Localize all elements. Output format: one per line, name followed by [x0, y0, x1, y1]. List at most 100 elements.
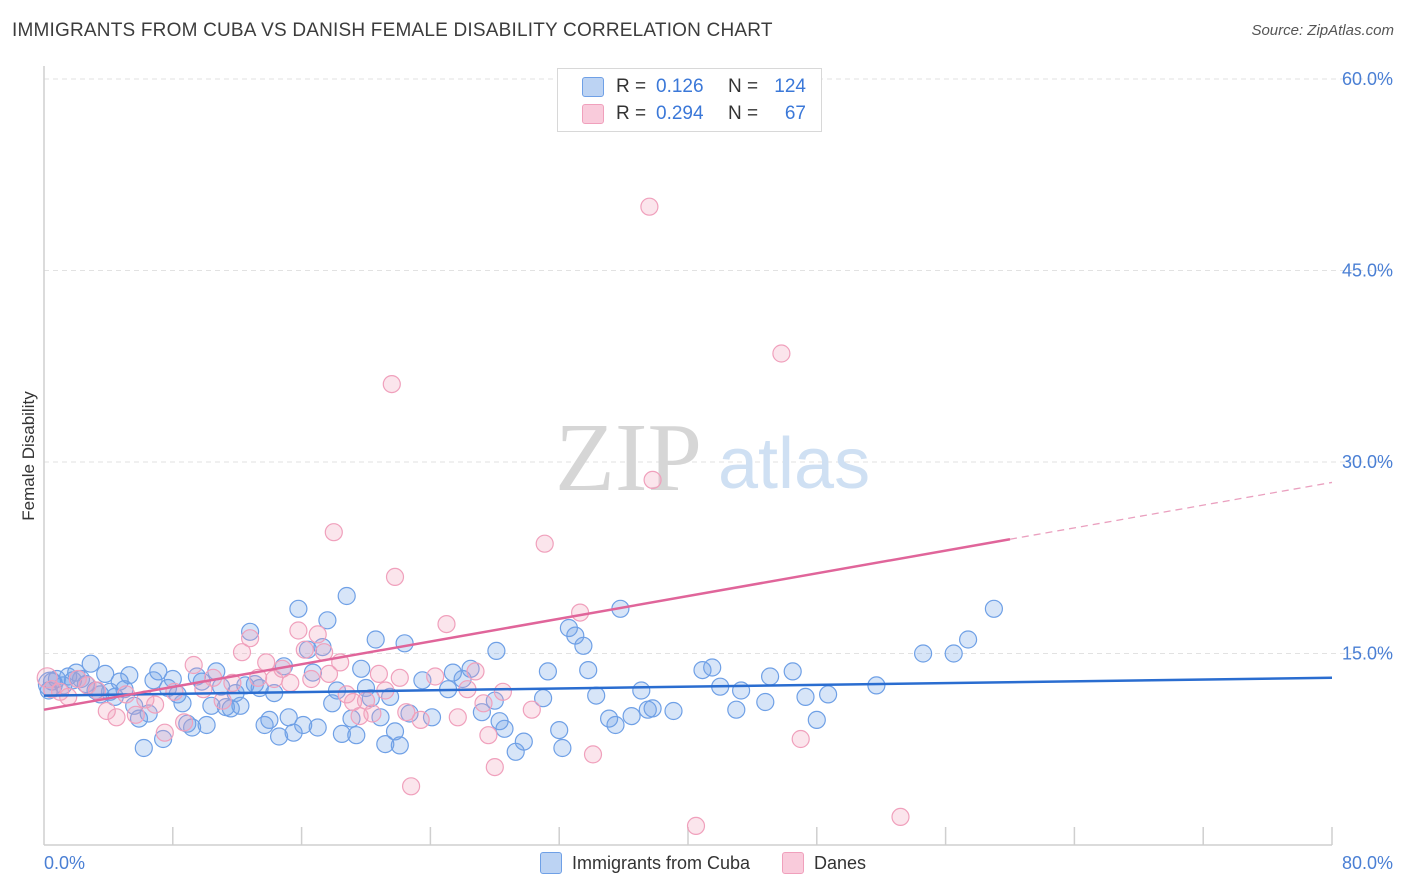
data-point [232, 643, 252, 662]
data-point [324, 523, 343, 542]
data-point [390, 736, 409, 755]
legend-swatch-danes [782, 852, 805, 874]
data-point [958, 630, 978, 649]
data-point [984, 599, 1004, 618]
watermark-zip: ZIP [555, 404, 702, 512]
x-tick-labels: 0.0% 80.0% [44, 853, 1393, 873]
y-axis-title: Female Disability [19, 391, 38, 521]
series-danes [36, 197, 910, 836]
y-tick-label: 60.0% [1342, 69, 1393, 89]
data-point [352, 659, 371, 678]
data-point [154, 729, 173, 749]
data-point [319, 664, 339, 684]
data-point [107, 708, 126, 727]
data-point [120, 666, 139, 685]
watermark-atlas: atlas [718, 424, 870, 504]
data-point [308, 625, 327, 644]
data-point [485, 757, 504, 777]
data-point [479, 726, 498, 745]
chart-source: Source: ZipAtlas.com [1251, 22, 1394, 39]
data-point [553, 738, 572, 758]
data-point [281, 673, 300, 693]
data-point [155, 723, 174, 742]
legend-label-cuba: Immigrants from Cuba [571, 852, 751, 873]
trend-line-danes [43, 538, 1011, 711]
data-point [664, 701, 683, 721]
legend-n-value: 67 [784, 103, 806, 124]
axes [43, 66, 1333, 846]
data-point [295, 640, 314, 659]
x-tick-label: 80.0% [1342, 853, 1393, 873]
data-point [522, 700, 541, 719]
data-point [495, 719, 514, 738]
data-point [87, 681, 107, 700]
data-point [466, 662, 485, 681]
data-point [443, 663, 462, 682]
data-point [686, 816, 706, 836]
data-point [376, 734, 395, 754]
data-point [437, 614, 456, 634]
data-point [643, 470, 662, 489]
data-point [426, 667, 445, 686]
data-point [640, 197, 659, 216]
data-point [944, 644, 963, 663]
trend-line-danes-extension [1009, 481, 1333, 540]
data-point [574, 636, 593, 655]
data-point [361, 689, 380, 708]
data-point [284, 723, 303, 742]
data-point [731, 681, 751, 700]
data-point [727, 700, 746, 719]
data-point [461, 659, 480, 678]
chart-title: IMMIGRANTS FROM CUBA VS DANISH FEMALE DI… [12, 20, 773, 41]
data-point [363, 704, 382, 723]
data-point [134, 738, 153, 758]
data-point [302, 669, 321, 689]
watermark: ZIP atlas [555, 404, 870, 512]
series-legend: Immigrants from Cuba Danes [0, 852, 1406, 874]
y-tick-label: 15.0% [1342, 644, 1393, 664]
legend-r-label: R = [616, 103, 647, 124]
data-point [81, 654, 100, 673]
data-point [796, 687, 815, 707]
data-point [289, 599, 308, 618]
data-point [422, 708, 442, 727]
data-point [337, 586, 356, 606]
legend-label-danes: Danes [814, 852, 867, 873]
data-point [395, 634, 414, 653]
data-point [294, 715, 313, 735]
data-point [68, 669, 87, 689]
data-point [385, 722, 405, 741]
data-point [493, 682, 512, 701]
data-point [241, 622, 260, 641]
data-point [550, 720, 569, 740]
data-point [474, 694, 493, 713]
series-immigrants-from-cuba [37, 586, 1004, 761]
data-point [270, 727, 289, 746]
data-point [231, 696, 250, 715]
data-point [514, 732, 533, 751]
y-tick-labels: 15.0% 30.0% 45.0% 60.0% [1342, 69, 1393, 664]
data-point [369, 664, 388, 684]
data-point [59, 687, 78, 707]
data-point [791, 729, 810, 749]
data-point [535, 534, 554, 553]
data-point [622, 706, 641, 726]
data-point [487, 641, 506, 661]
legend-swatch-cuba [582, 77, 604, 97]
data-point [913, 644, 933, 663]
data-point [606, 715, 625, 735]
data-point [347, 726, 366, 745]
x-tick-label: 0.0% [44, 853, 85, 873]
legend-item-danes: Danes [782, 852, 866, 874]
y-tick-label: 45.0% [1342, 261, 1393, 281]
data-point [385, 567, 405, 587]
data-point [397, 703, 416, 722]
data-point [760, 667, 780, 686]
data-point [213, 691, 232, 710]
legend-swatch-cuba [539, 852, 562, 874]
legend-n-value: 124 [774, 76, 806, 97]
data-point [783, 662, 802, 681]
data-point [332, 724, 351, 744]
data-point [703, 658, 722, 677]
